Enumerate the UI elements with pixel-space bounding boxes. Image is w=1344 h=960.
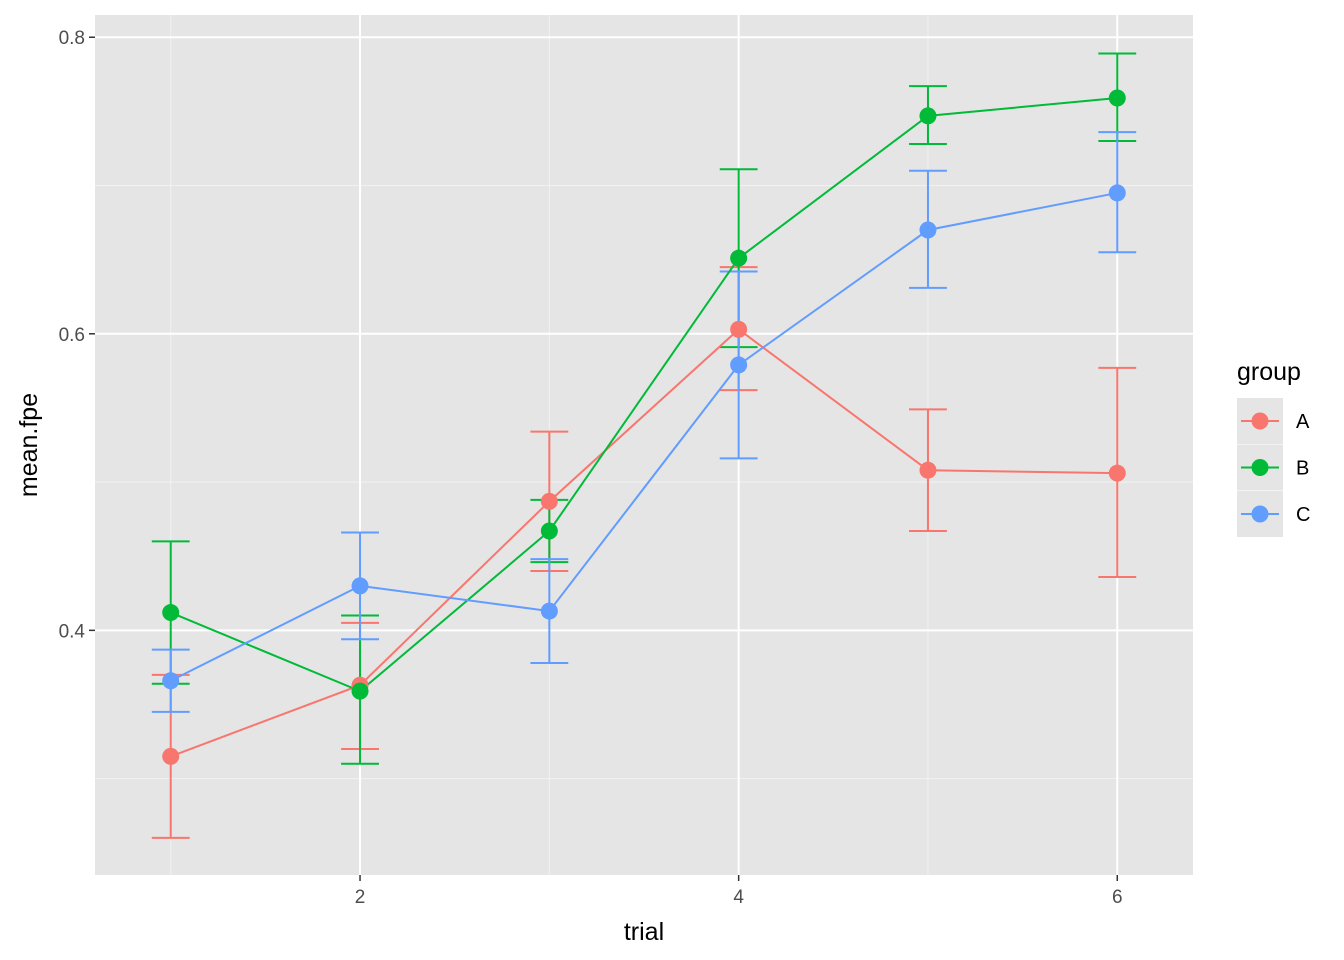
point-a — [730, 320, 748, 338]
point-b — [162, 604, 180, 622]
point-a — [540, 492, 558, 510]
axes: 2 4 6 0.4 0.6 0.8 — [59, 28, 1123, 908]
point-a — [919, 461, 937, 479]
point-b — [919, 107, 937, 125]
x-tick-label: 2 — [355, 887, 366, 908]
legend-item-c: C — [1237, 491, 1310, 537]
x-tick-label: 4 — [733, 887, 744, 908]
legend-label: A — [1296, 411, 1310, 433]
y-tick-label: 0.6 — [59, 325, 85, 346]
series-line-c — [170, 191, 1118, 682]
legend-label: B — [1296, 458, 1309, 480]
legend-key-point — [1251, 505, 1269, 523]
legend: group A B C — [1237, 358, 1310, 537]
plot-panel — [95, 15, 1193, 875]
point-c — [919, 221, 937, 239]
legend-item-b: B — [1237, 444, 1309, 491]
point-b — [730, 249, 748, 267]
legend-item-a: A — [1237, 398, 1310, 444]
legend-title: group — [1237, 358, 1301, 386]
series-lines — [170, 97, 1118, 758]
point-c — [1108, 184, 1126, 202]
series-points — [162, 89, 1126, 765]
legend-key-point — [1251, 412, 1269, 430]
legend-key-point — [1251, 459, 1269, 476]
point-c — [540, 602, 558, 620]
point-a — [162, 747, 180, 765]
point-a — [1108, 464, 1126, 482]
x-tick-label: 6 — [1112, 887, 1123, 908]
y-axis-title: mean.fpe — [15, 393, 43, 497]
point-c — [730, 356, 748, 374]
series-line-b — [170, 97, 1118, 693]
y-tick-label: 0.4 — [59, 621, 86, 642]
point-b — [351, 682, 369, 700]
point-c — [162, 672, 180, 690]
x-axis-title: trial — [624, 918, 664, 946]
legend-label: C — [1296, 504, 1310, 526]
series-line-a — [170, 328, 1118, 758]
y-tick-label: 0.8 — [59, 28, 85, 49]
point-c — [351, 577, 369, 595]
point-b — [1108, 89, 1126, 107]
point-b — [540, 522, 558, 540]
